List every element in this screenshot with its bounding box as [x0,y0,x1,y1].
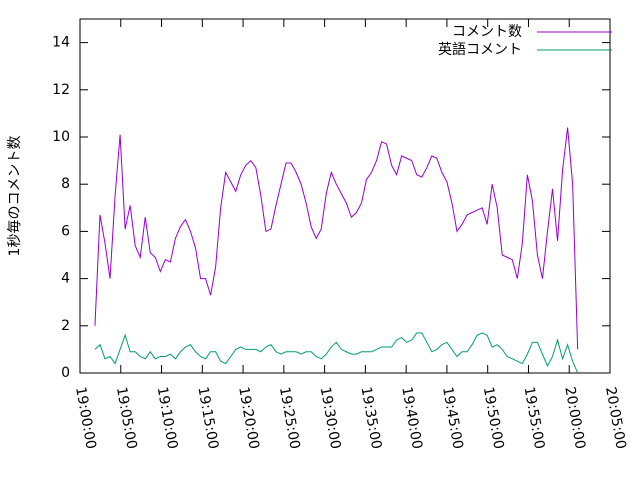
x-tick-label: 19:20:00 [235,386,262,451]
y-tick-label: 12 [52,82,70,98]
x-tick-label: 19:00:00 [72,386,99,451]
x-tick-label: 19:30:00 [317,386,344,451]
y-tick-label: 6 [61,223,70,239]
x-tick-label: 20:05:00 [602,386,629,451]
y-axis-label: 1秒毎のコメント数 [7,136,23,257]
plot-frame [79,18,611,374]
data-line [94,332,579,374]
data-line [94,127,579,350]
x-tick-label: 19:15:00 [194,386,221,451]
y-tick-label: 8 [61,176,70,192]
y-tick-label: 4 [61,271,70,287]
x-tick-label: 20:00:00 [561,386,588,451]
x-tick-label: 19:25:00 [276,386,303,451]
y-tick-label: 10 [52,129,70,145]
x-tick-label: 19:35:00 [358,386,385,451]
y-tick-label: 14 [52,35,70,51]
legend-label: 英語コメント [438,41,522,58]
x-tick-label: 19:05:00 [113,386,140,451]
x-tick-label: 19:40:00 [398,386,425,451]
x-tick-label: 19:55:00 [521,386,548,451]
y-tick-label: 2 [61,318,70,334]
x-tick-label: 19:10:00 [154,386,181,451]
legend-label: コメント数 [452,24,522,40]
x-tick-label: 19:50:00 [480,386,507,451]
x-tick-label: 19:45:00 [439,386,466,451]
y-tick-label: 0 [61,365,70,381]
